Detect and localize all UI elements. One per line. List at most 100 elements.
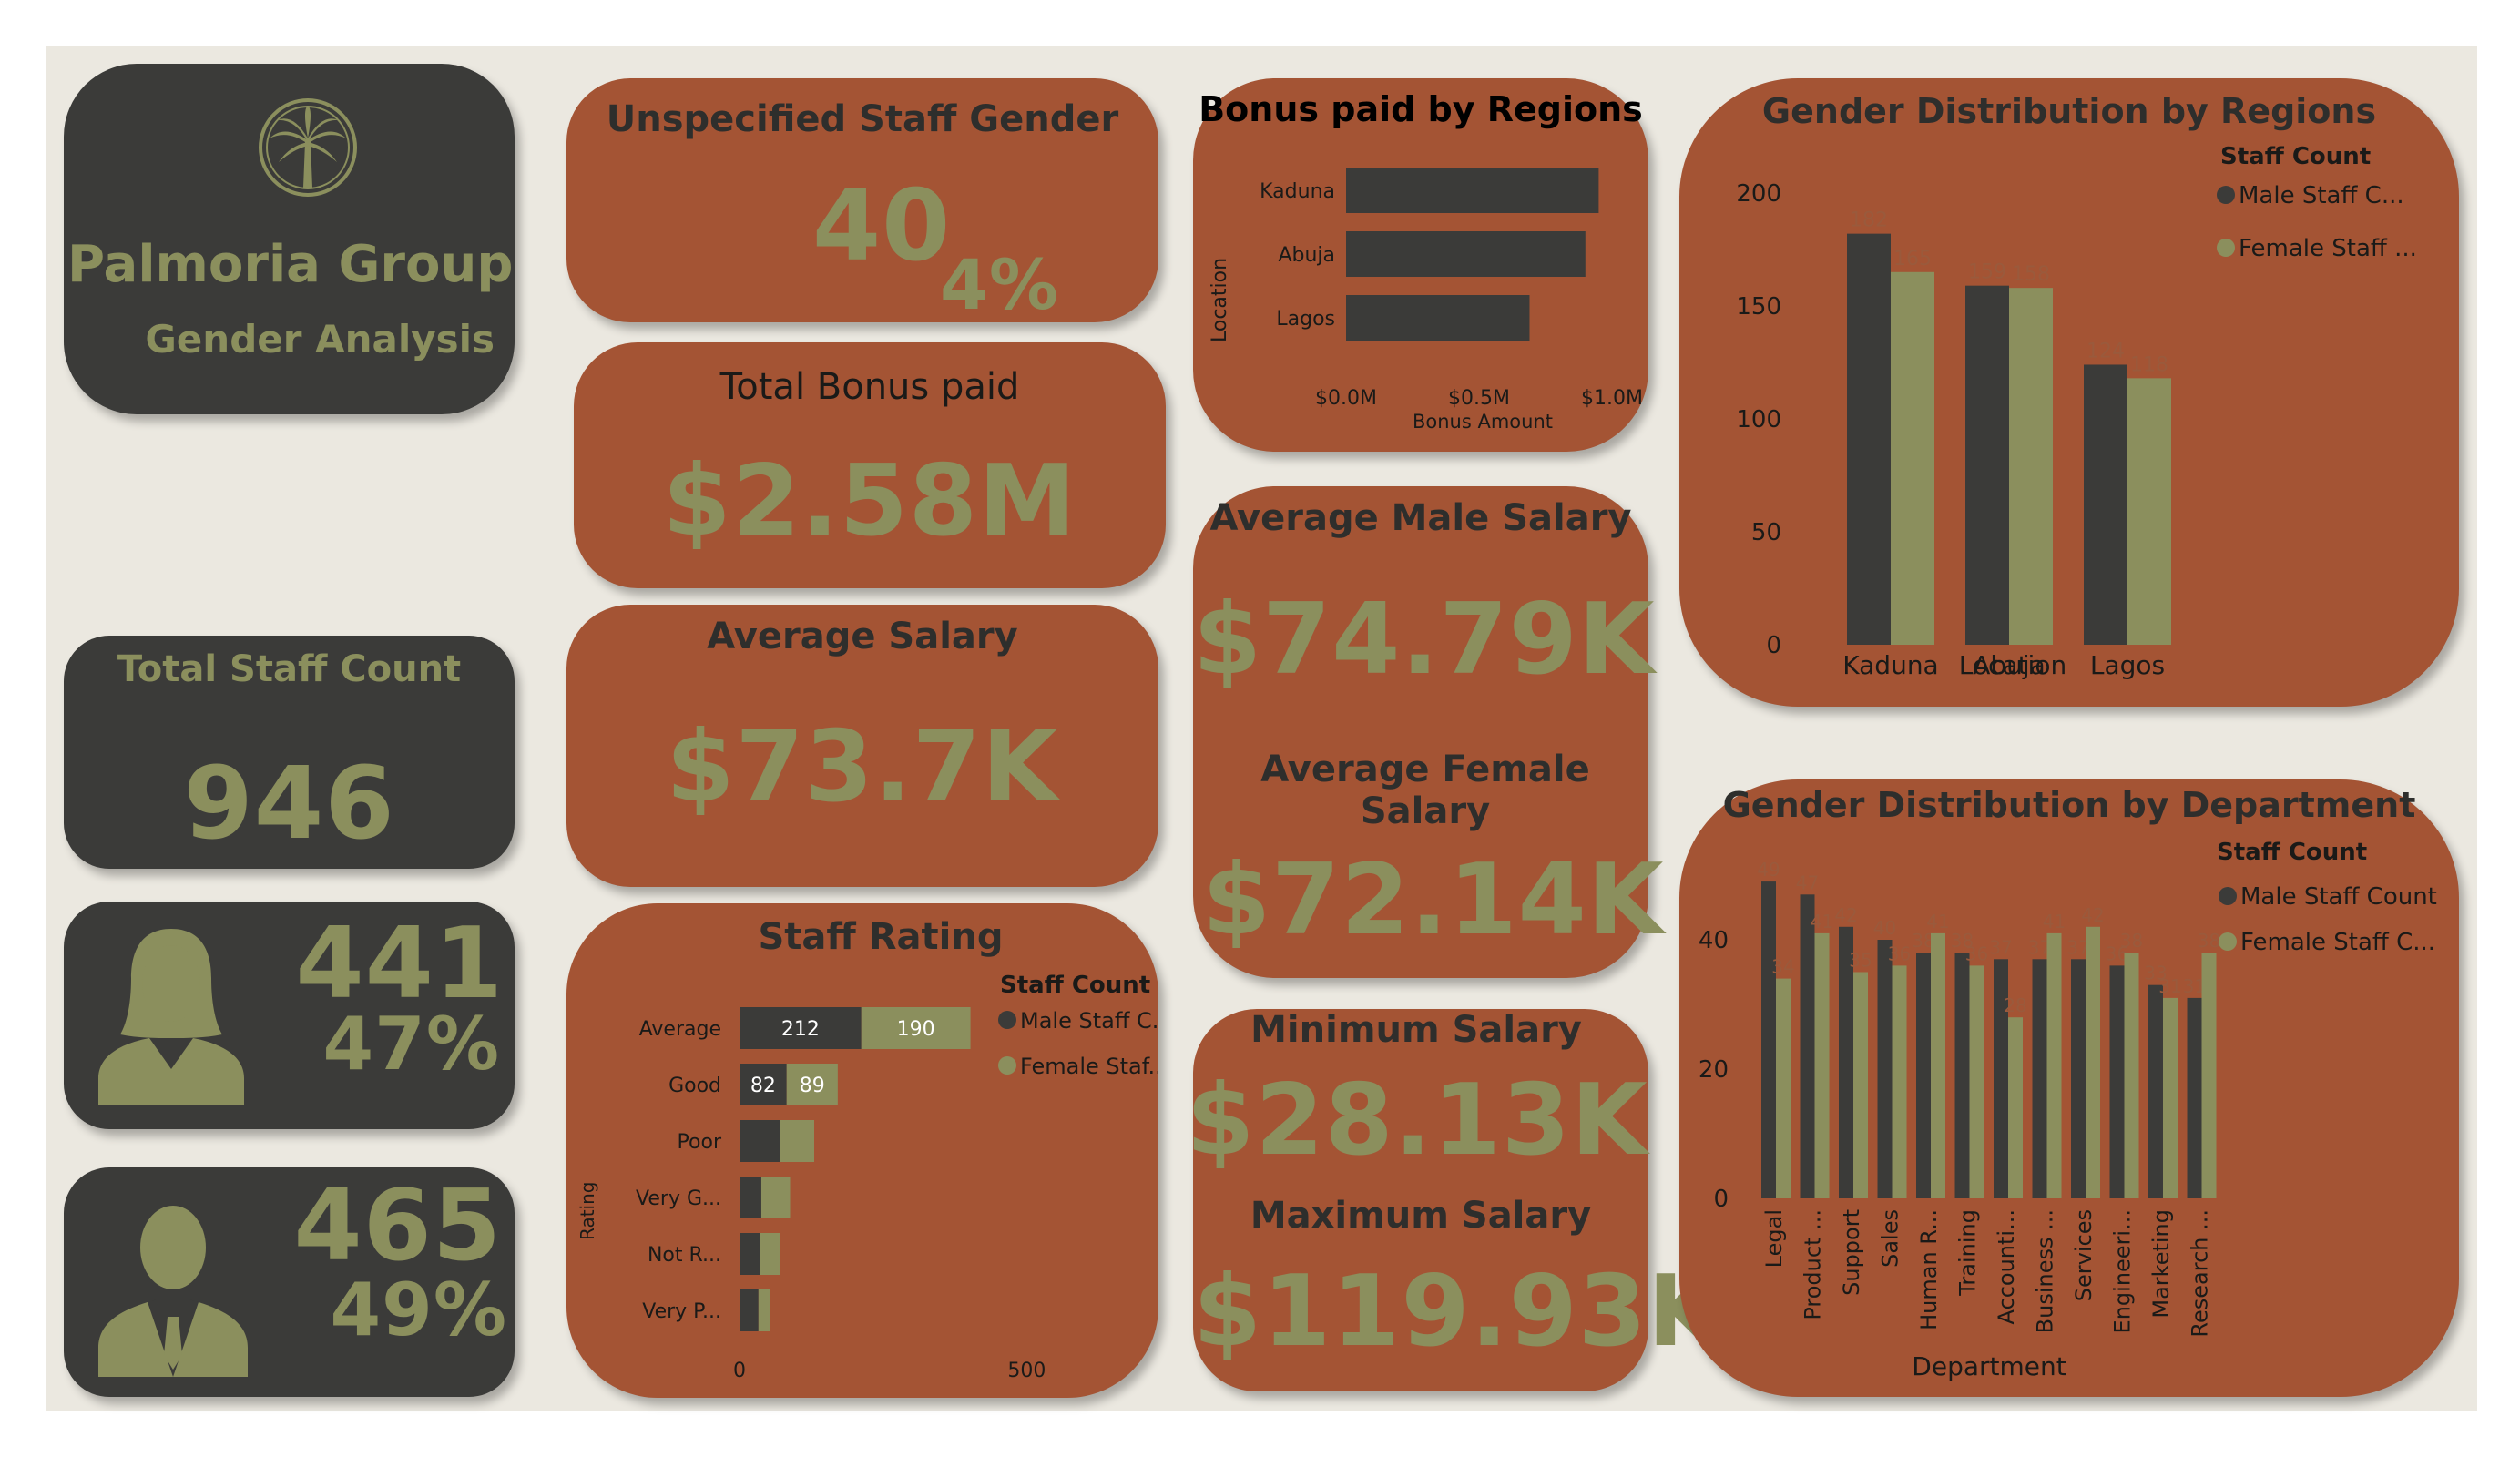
dept-category-label: Human R... [1916,1209,1942,1330]
min-max-salary-card: Minimum Salary $28.13K Maximum Salary $1… [1186,1009,1724,1391]
male-staff-card: 465 49% [64,1167,515,1397]
rating-legend-male-marker [998,1011,1016,1029]
dept-category-label: Sales [1878,1209,1903,1268]
dept-category-label: Training [1955,1209,1981,1297]
average-salary-title: Average Salary [707,616,1018,657]
rating-y-axis-label: Rating [576,1182,598,1240]
rating-bar [740,1007,862,1049]
rating-bar [740,1177,761,1218]
rating-data-label: 82 [750,1075,776,1097]
staff-rating-card: Staff Rating Staff Count Male Staff C...… [566,903,1158,1398]
dept-category-label: Services [2071,1209,2097,1301]
dept-bar [2046,932,2062,1198]
gender-by-region-card: Gender Distribution by Regions Staff Cou… [1679,78,2459,707]
rating-legend-female-marker [998,1056,1016,1075]
bonus-bar [1346,231,1586,277]
total-staff-title: Total Staff Count [117,648,462,690]
dept-bar [2124,953,2139,1198]
dept-category-label: Product ... [1801,1209,1826,1320]
gender-by-department-chart: Staff Count Male Staff Count Female Staf… [1699,839,2437,1381]
dept-bar [2109,965,2125,1198]
brand-card: Palmoria Group Gender Analysis [64,64,515,414]
rating-x-tick: 0 [733,1360,746,1382]
region-data-label: 124 [2086,340,2125,362]
bonus-category-label: Abuja [1278,244,1335,267]
dept-data-label: 38 [1951,930,1974,952]
dept-data-label: 33 [2144,963,2167,984]
region-data-label: 159 [1968,261,2006,284]
average-male-salary-title: Average Male Salary [1209,497,1632,539]
region-y-tick: 0 [1766,632,1781,659]
average-salary-value: $73.7K [666,710,1059,824]
dept-y-tick: 20 [1699,1056,1729,1084]
rating-bar [758,1289,770,1331]
rating-data-label: 89 [800,1075,825,1097]
total-staff-value: 946 [183,745,395,861]
dept-category-label: Business ... [2033,1209,2058,1333]
rating-legend-female-label: Female Staf... [1020,1054,1158,1079]
dept-data-label: 38 [1912,930,1934,952]
region-category-label: Kaduna [1842,650,1938,680]
dept-data-label: 41 [1811,911,1833,932]
rating-bar [740,1289,759,1331]
region-data-label: 158 [2012,263,2050,286]
bonus-category-label: Kaduna [1260,180,1335,203]
bonus-bar [1346,295,1530,341]
region-data-label: 165 [1893,248,1932,270]
minimum-salary-value: $28.13K [1186,1064,1648,1177]
dashboard-canvas: Palmoria Group Gender Analysis Total Sta… [46,46,2477,1411]
region-bar [2084,364,2127,645]
rating-x-tick: 500 [1007,1360,1046,1382]
rating-data-label: 190 [897,1018,935,1041]
male-percent: 49% [330,1268,507,1352]
bonus-by-region-title: Bonus paid by Regions [1199,89,1643,129]
region-bar [1891,271,1934,645]
dept-data-label: 49 [1757,859,1780,881]
region-y-tick: 200 [1736,180,1781,208]
rating-bar [760,1233,780,1275]
rating-category-label: Very P... [642,1300,721,1323]
dept-data-label: 31 [2158,975,2181,997]
dept-x-axis-label: Department [1912,1351,2066,1381]
dept-data-label: 38 [2120,930,2143,952]
dept-bar [2187,997,2202,1198]
dept-bar [2201,953,2217,1198]
dept-legend-title: Staff Count [2217,839,2367,866]
dept-bar [1916,953,1931,1198]
average-female-salary-title: Average Female Salary [1260,749,1590,832]
total-bonus-value: $2.58M [662,444,1077,558]
rating-category-label: Not R... [648,1244,721,1267]
unspecified-gender-title: Unspecified Staff Gender [606,98,1119,140]
dept-data-label: 42 [2081,904,2104,926]
region-y-tick: 50 [1751,519,1781,546]
dept-data-label: 47 [1796,871,1819,893]
dept-data-label: 36 [1888,942,1911,964]
dept-data-label: 37 [1989,936,2012,958]
unspecified-gender-card: Unspecified Staff Gender 40 4% [566,78,1158,325]
dept-bar [1969,965,1984,1198]
region-y-tick: 150 [1736,293,1781,321]
dept-data-label: 38 [2198,930,2220,952]
male-count: 465 [293,1169,502,1283]
dept-data-label: 35 [1849,950,1872,972]
rating-data-label: 212 [781,1018,820,1041]
region-legend-male-marker [2217,186,2235,204]
rating-category-label: Average [639,1018,721,1041]
female-percent: 47% [322,1002,500,1086]
dept-bar [1931,932,1945,1198]
rating-category-label: Poor [678,1131,722,1154]
rating-bar [740,1120,780,1162]
average-female-salary-value: $72.14K [1202,843,1665,957]
dept-category-label: Support [1839,1209,1864,1296]
dept-bar [1814,932,1830,1198]
female-count: 441 [295,907,504,1021]
region-y-tick: 100 [1736,406,1781,433]
region-legend-title: Staff Count [2220,143,2371,170]
gender-by-region-title: Gender Distribution by Regions [1761,91,2377,131]
gender-by-department-title: Gender Distribution by Department [1722,785,2416,825]
dept-bar [2163,997,2178,1198]
dept-data-label: 28 [2004,994,2026,1016]
bonus-x-tick: $1.0M [1581,387,1643,410]
region-data-label: 182 [1850,209,1888,232]
gender-by-region-chart: Staff Count Male Staff C... Female Staff… [1736,143,2417,680]
